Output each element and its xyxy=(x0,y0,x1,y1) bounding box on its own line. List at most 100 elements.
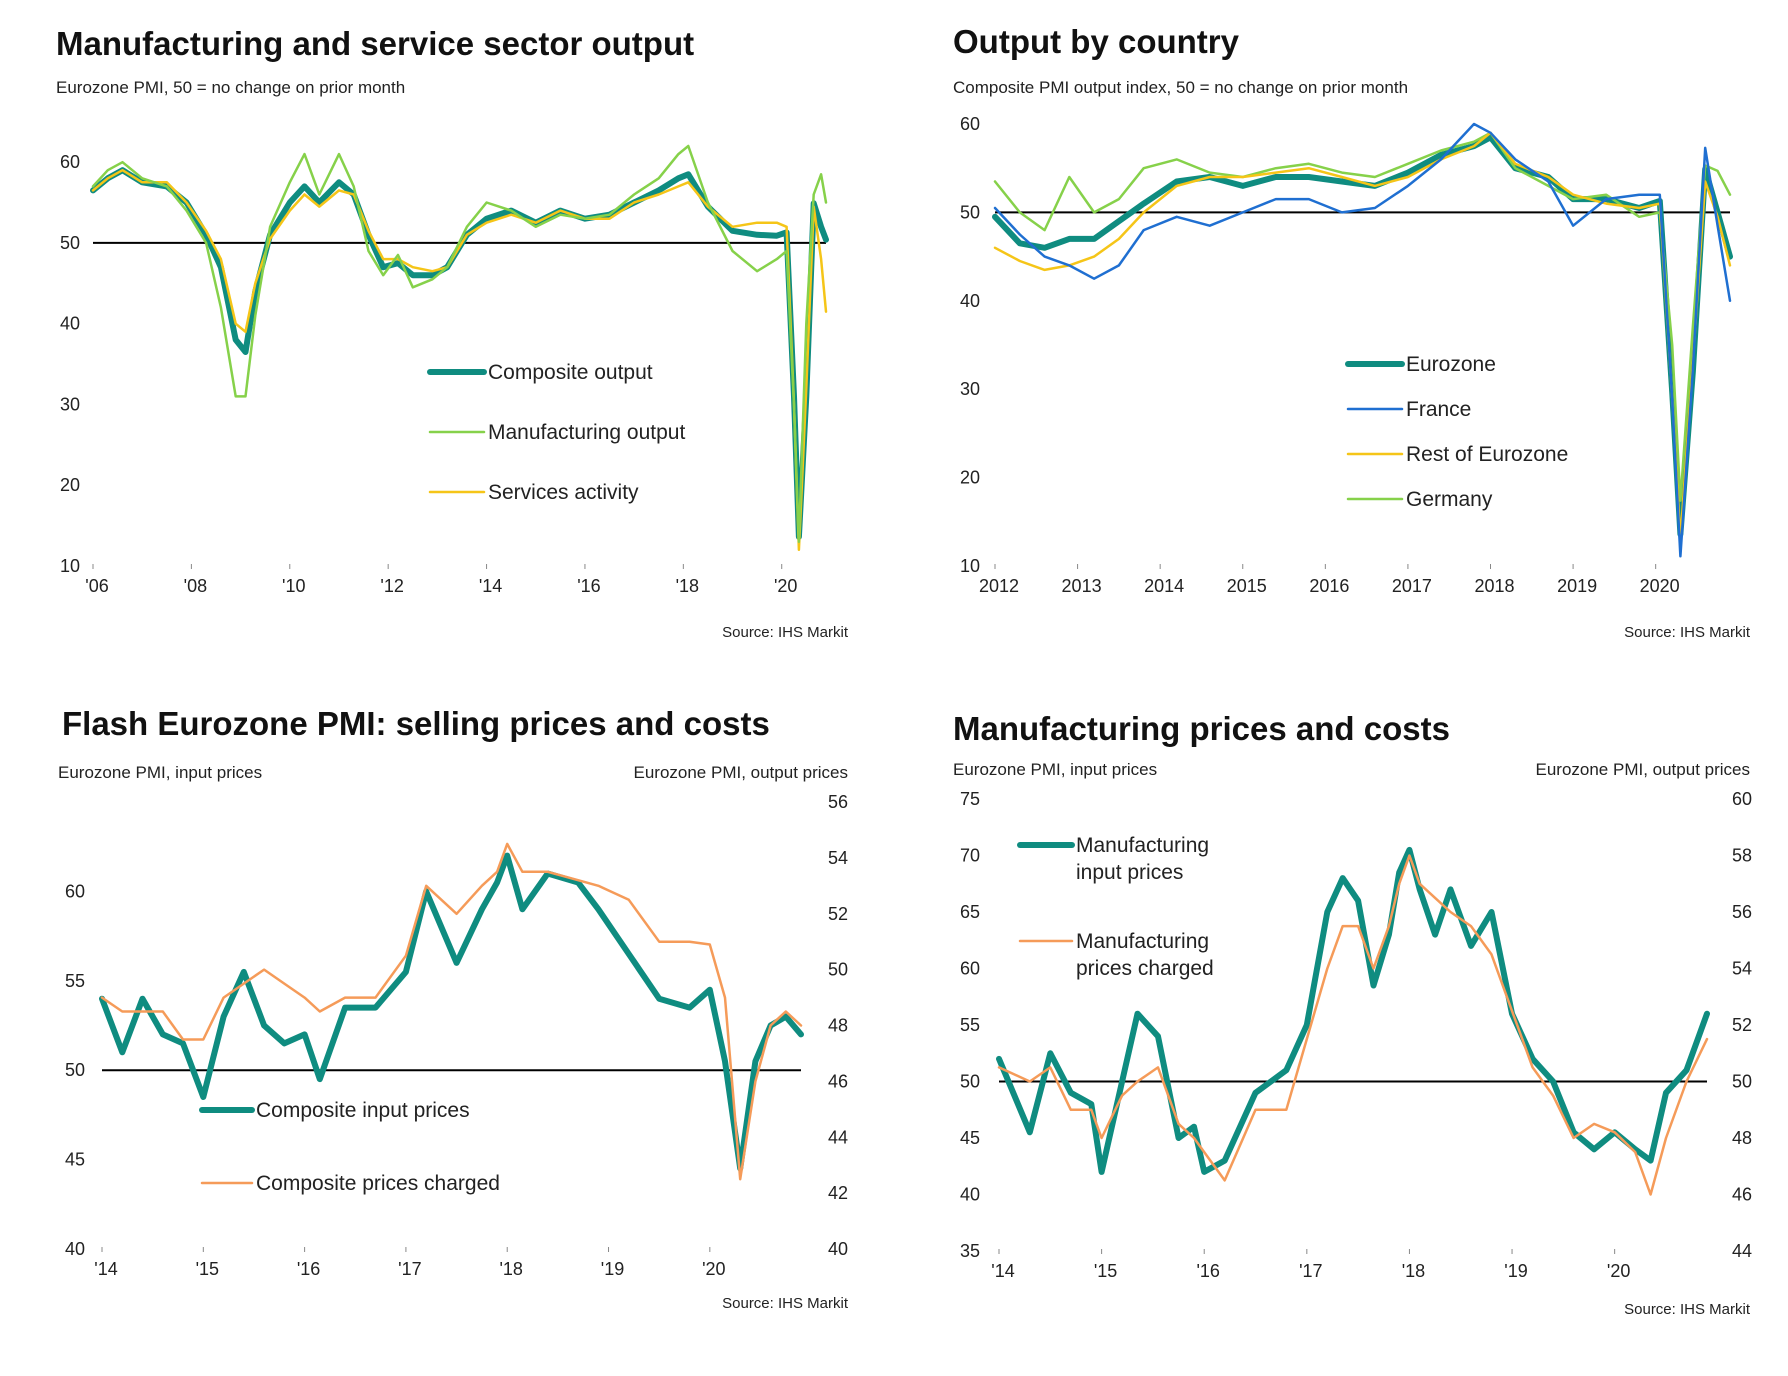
x-tick-label: 2012 xyxy=(979,576,1019,596)
legend-label-composite-input-prices: Composite input prices xyxy=(256,1099,470,1122)
chart-source: Source: IHS Markit xyxy=(1624,624,1751,641)
x-tick-label: '20 xyxy=(1607,1261,1630,1281)
x-tick-label: '18 xyxy=(499,1259,522,1279)
x-tick-label: 2019 xyxy=(1557,576,1597,596)
legend-label-composite-output: Composite output xyxy=(488,361,653,384)
y2-tick-label: 42 xyxy=(828,1183,848,1203)
x-tick-label: '08 xyxy=(184,576,207,596)
x-tick-label: '16 xyxy=(1196,1261,1219,1281)
x-tick-label: '06 xyxy=(85,576,108,596)
series-line-manufacturing-input-prices xyxy=(996,846,1710,1175)
series-line-germany xyxy=(993,131,1732,502)
y2-tick-label: 40 xyxy=(828,1239,848,1259)
chart-subtitle-right: Eurozone PMI, output prices xyxy=(633,763,848,782)
x-tick-label: 2015 xyxy=(1227,576,1267,596)
y-tick-label: 45 xyxy=(960,1128,980,1148)
chart-flash-selling-prices-costs: Flash Eurozone PMI: selling prices and c… xyxy=(58,705,849,1312)
y2-tick-label: 54 xyxy=(828,848,848,868)
x-tick-label: '17 xyxy=(1299,1261,1322,1281)
y2-tick-label: 50 xyxy=(1732,1072,1752,1092)
chart-source: Source: IHS Markit xyxy=(722,624,849,641)
series-line-france xyxy=(993,122,1732,558)
chart-title: Output by country xyxy=(953,23,1240,60)
chart-title: Flash Eurozone PMI: selling prices and c… xyxy=(62,705,770,742)
y-tick-label: 20 xyxy=(60,475,80,495)
legend-label-france: France xyxy=(1406,398,1471,421)
y-tick-label: 10 xyxy=(60,556,80,576)
y-tick-label: 60 xyxy=(960,114,980,134)
y-tick-label: 75 xyxy=(960,789,980,809)
series-line-composite-input-prices xyxy=(99,852,804,1172)
legend-label-germany: Germany xyxy=(1406,488,1493,511)
x-tick-label: '20 xyxy=(702,1259,725,1279)
x-tick-label: '15 xyxy=(196,1259,219,1279)
chart-subtitle: Eurozone PMI, 50 = no change on prior mo… xyxy=(56,78,405,97)
y-tick-label: 45 xyxy=(65,1150,85,1170)
y-tick-label: 40 xyxy=(65,1239,85,1259)
y-tick-label: 35 xyxy=(960,1241,980,1261)
y2-tick-label: 50 xyxy=(828,960,848,980)
y-tick-label: 65 xyxy=(960,902,980,922)
y-tick-label: 40 xyxy=(960,1185,980,1205)
series-line-manufacturing-prices-charged xyxy=(997,854,1709,1196)
series-line-rest-of-eurozone xyxy=(993,131,1732,541)
legend-label-eurozone: Eurozone xyxy=(1406,353,1496,376)
y-tick-label: 50 xyxy=(960,1072,980,1092)
legend-label-rest-of-eurozone: Rest of Eurozone xyxy=(1406,443,1568,466)
chart-source: Source: IHS Markit xyxy=(722,1295,849,1312)
y2-tick-label: 48 xyxy=(828,1016,848,1036)
y2-tick-label: 52 xyxy=(1732,1015,1752,1035)
chart-title: Manufacturing prices and costs xyxy=(953,710,1450,747)
y-tick-label: 60 xyxy=(60,152,80,172)
y-tick-label: 70 xyxy=(960,846,980,866)
x-tick-label: 2017 xyxy=(1392,576,1432,596)
y-tick-label: 60 xyxy=(65,881,85,901)
legend-label-manufacturing-input-prices: Manufacturing input prices xyxy=(1076,834,1209,884)
y2-tick-label: 48 xyxy=(1732,1128,1752,1148)
y-tick-label: 50 xyxy=(960,202,980,222)
chart-subtitle: Composite PMI output index, 50 = no chan… xyxy=(953,78,1408,97)
y-tick-label: 40 xyxy=(60,314,80,334)
chart-source: Source: IHS Markit xyxy=(1624,1301,1751,1318)
y-tick-label: 30 xyxy=(960,379,980,399)
x-tick-label: '19 xyxy=(1504,1261,1527,1281)
series-line-composite-prices-charged xyxy=(100,842,803,1181)
x-tick-label: 2018 xyxy=(1474,576,1514,596)
y-tick-label: 10 xyxy=(960,556,980,576)
x-tick-label: '14 xyxy=(479,576,502,596)
x-tick-label: '14 xyxy=(94,1259,117,1279)
y-tick-label: 55 xyxy=(65,971,85,991)
y-tick-label: 40 xyxy=(960,291,980,311)
y2-tick-label: 58 xyxy=(1732,846,1752,866)
y2-tick-label: 44 xyxy=(1732,1241,1752,1261)
y-tick-label: 60 xyxy=(960,959,980,979)
x-tick-label: '12 xyxy=(380,576,403,596)
x-tick-label: '16 xyxy=(577,576,600,596)
x-tick-label: 2016 xyxy=(1309,576,1349,596)
chart-title: Manufacturing and service sector output xyxy=(56,25,694,62)
y-tick-label: 55 xyxy=(960,1015,980,1035)
y2-tick-label: 56 xyxy=(828,792,848,812)
chart-subtitle-left: Eurozone PMI, input prices xyxy=(953,760,1157,779)
y2-tick-label: 46 xyxy=(828,1071,848,1091)
x-tick-label: 2013 xyxy=(1062,576,1102,596)
y2-tick-label: 46 xyxy=(1732,1185,1752,1205)
y-tick-label: 50 xyxy=(60,233,80,253)
x-tick-label: '18 xyxy=(1402,1261,1425,1281)
y2-tick-label: 56 xyxy=(1732,902,1752,922)
legend-label-services-activity: Services activity xyxy=(488,481,639,504)
y2-tick-label: 60 xyxy=(1732,789,1752,809)
chart-output-by-country: Output by country Composite PMI output i… xyxy=(953,23,1751,641)
y2-tick-label: 44 xyxy=(828,1127,848,1147)
x-tick-label: 2020 xyxy=(1640,576,1680,596)
x-tick-label: '17 xyxy=(398,1259,421,1279)
y2-tick-label: 54 xyxy=(1732,959,1752,979)
x-tick-label: '16 xyxy=(297,1259,320,1279)
legend-label-manufacturing-output: Manufacturing output xyxy=(488,421,685,444)
y-tick-label: 20 xyxy=(960,468,980,488)
chart-subtitle-right: Eurozone PMI, output prices xyxy=(1535,760,1750,779)
series-line-manufacturing-output xyxy=(91,144,828,544)
y2-tick-label: 52 xyxy=(828,904,848,924)
x-tick-label: 2014 xyxy=(1144,576,1184,596)
